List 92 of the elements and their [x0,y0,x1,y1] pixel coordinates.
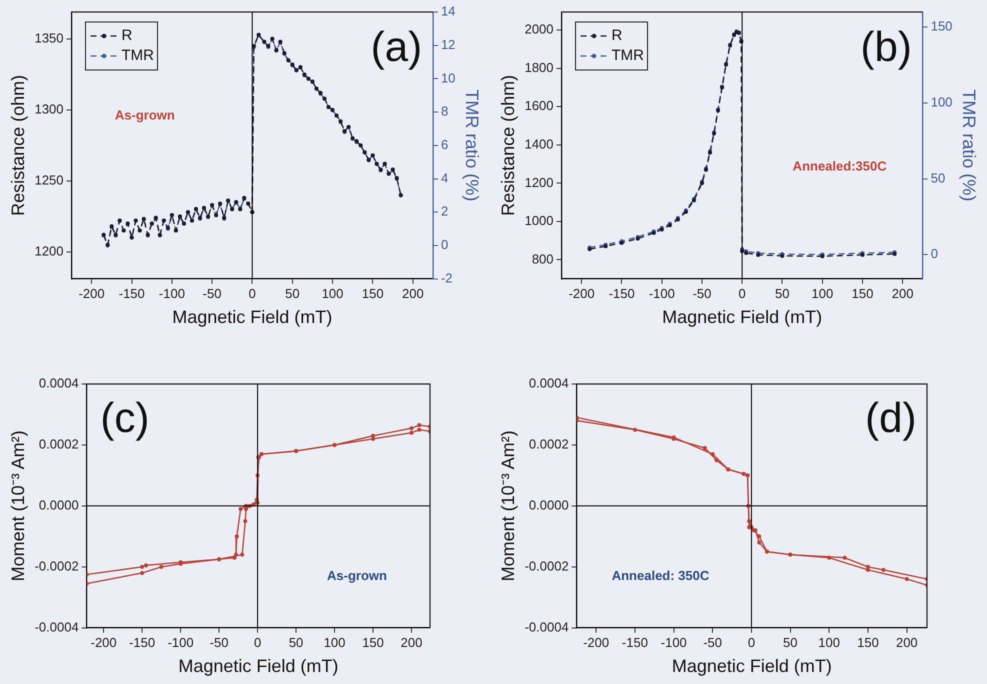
x-axis-title: Magnetic Field (mT) [178,656,338,676]
y-tick-label: 1350 [34,30,64,46]
y2-axis-title: TMR ratio (%) [959,89,980,202]
x-tick-label: 200 [402,286,424,302]
y2-axis-title: TMR ratio (%) [462,89,482,202]
y-tick-label: 1600 [524,98,554,114]
y-tick-label: 1400 [524,136,554,152]
y-tick-label: 1250 [34,172,64,188]
x-tick-label: 150 [362,286,384,302]
annotation: (a) [370,22,422,70]
y2-tick-label: 0 [930,246,938,262]
y2-tick-label: 10 [440,70,456,86]
y2-tick-label: 150 [930,18,952,34]
y-axis-title: Moment (10⁻³ Am²) [498,430,518,582]
y-tick-label: -0.0004 [34,619,79,634]
annotation: Annealed: 350C [612,568,710,584]
x-tick-label: -100 [168,635,194,650]
x-tick-label: 0 [738,286,746,302]
x-tick-label: -50 [692,286,712,302]
y-tick-label: 0.0002 [38,436,79,452]
y2-tick-label: 100 [930,94,952,110]
annotation: (c) [100,394,150,442]
x-tick-label: -150 [129,635,156,650]
y-tick-label: 1200 [34,243,64,258]
y-tick-label: 0.0004 [528,376,569,391]
x-tick-label: 50 [288,635,304,650]
y-tick-label: -0.0004 [524,619,569,634]
y-tick-label: 1800 [524,60,554,75]
x-tick-label: -200 [90,635,117,650]
x-tick-label: -150 [622,635,648,650]
y-axis-title: Resistance (ohm) [8,74,28,216]
x-tick-label: -200 [583,635,610,650]
annotation: Annealed:350C [792,158,888,174]
y-tick-label: 1300 [34,102,64,116]
y-tick-label: 0.0002 [528,436,569,452]
y2-tick-label: 2 [440,204,448,219]
y-tick-label: 0.0004 [38,376,79,391]
x-tick-label: -150 [118,286,145,302]
y-tick-label: 1200 [524,174,554,190]
x-tick-label: -50 [202,286,222,302]
y2-tick-label: -2 [440,270,453,286]
x-tick-label: -100 [660,635,687,650]
x-tick-label: -200 [568,286,595,302]
y2-tick-label: 0 [440,237,448,252]
legend-label: TMR [612,47,644,64]
x-tick-label: -50 [703,635,722,650]
x-tick-label: 100 [324,635,346,650]
x-axis-title: Magnetic Field (mT) [672,656,832,676]
annotation: As-grown [114,108,175,123]
x-tick-label: 50 [783,635,798,650]
y-tick-label: 800 [532,251,554,266]
x-tick-label: 0 [248,286,256,302]
x-tick-label: 150 [857,635,879,650]
y2-tick-label: 6 [440,136,448,152]
x-tick-label: 100 [812,286,834,302]
x-tick-label: 200 [896,635,918,650]
x-tick-label: 50 [775,286,790,302]
x-tick-label: -150 [608,286,635,302]
annotation: (d) [865,394,916,442]
x-tick-label: 0 [748,635,756,650]
x-tick-label: 200 [400,635,422,650]
x-tick-label: 200 [892,286,914,302]
y-axis-title: Moment (10⁻³ Am²) [8,430,28,582]
y2-tick-label: 14 [440,4,456,19]
x-tick-label: 100 [818,635,840,650]
legend-label: R [612,27,623,44]
x-tick-label: 150 [852,286,874,302]
x-tick-label: -50 [210,635,228,650]
y-tick-label: 2000 [524,22,554,37]
y2-tick-label: 4 [440,170,448,186]
x-tick-label: 0 [254,635,262,650]
y2-tick-label: 8 [440,104,448,119]
x-axis-title: Magnetic Field (mT) [172,307,332,328]
x-tick-label: -100 [648,286,675,302]
x-tick-label: 100 [322,286,344,302]
y2-tick-label: 12 [440,36,456,52]
annotation: As-grown [327,568,388,584]
x-tick-label: -200 [78,286,105,302]
x-tick-label: 150 [362,635,384,650]
annotation: (b) [860,22,912,70]
y-tick-label: 0.0000 [38,497,79,512]
legend-label: R [122,27,133,44]
y-tick-label: 1000 [524,213,554,228]
y-tick-label: 0.0000 [528,497,569,512]
y2-tick-label: 50 [930,170,946,186]
y-axis-title: Resistance (ohm) [498,74,518,216]
legend-label: TMR [122,47,154,64]
y-tick-label: -0.0002 [524,558,569,574]
x-tick-label: 50 [285,286,300,302]
x-tick-label: -100 [158,286,185,302]
x-axis-title: Magnetic Field (mT) [662,307,822,328]
y-tick-label: -0.0002 [34,558,79,574]
